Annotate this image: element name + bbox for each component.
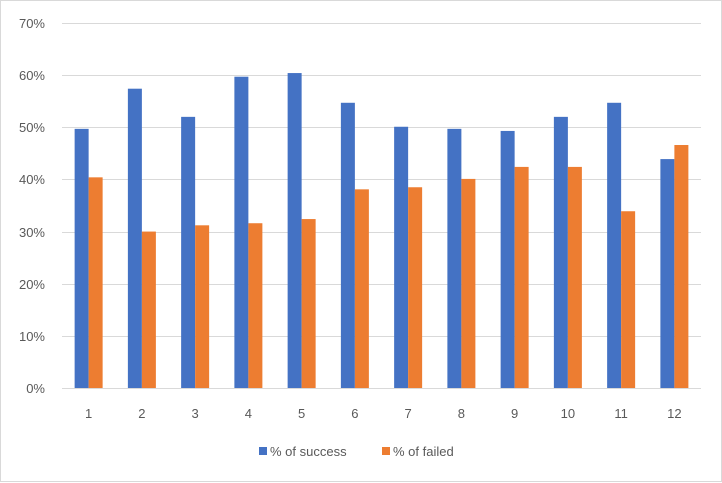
bar-failed-9 bbox=[514, 166, 529, 388]
bars bbox=[74, 73, 689, 389]
bar-success-3 bbox=[181, 116, 196, 389]
x-tick-label: 1 bbox=[85, 406, 92, 421]
legend-swatch-success bbox=[259, 447, 267, 455]
bar-failed-11 bbox=[621, 211, 636, 388]
bar-failed-1 bbox=[88, 177, 103, 388]
bar-failed-10 bbox=[567, 166, 582, 388]
gridlines bbox=[62, 23, 701, 337]
bar-success-1 bbox=[74, 128, 89, 388]
x-tick-label: 8 bbox=[458, 406, 465, 421]
legend-swatch-failed bbox=[382, 447, 390, 455]
y-axis-ticks: 0% 10% 20% 30% 40% 50% 60% 70% bbox=[19, 16, 45, 396]
x-tick-label: 12 bbox=[667, 406, 681, 421]
bar-success-12 bbox=[660, 159, 675, 388]
x-tick-label: 10 bbox=[561, 406, 575, 421]
y-tick-label: 70% bbox=[19, 16, 45, 31]
bar-failed-3 bbox=[195, 225, 210, 388]
x-tick-label: 7 bbox=[405, 406, 412, 421]
bar-success-7 bbox=[394, 126, 409, 388]
x-tick-label: 4 bbox=[245, 406, 252, 421]
bar-success-2 bbox=[127, 88, 142, 388]
bar-failed-4 bbox=[248, 223, 263, 388]
y-tick-label: 10% bbox=[19, 329, 45, 344]
bar-success-5 bbox=[287, 73, 302, 388]
bar-failed-12 bbox=[674, 145, 689, 388]
bar-success-4 bbox=[234, 76, 249, 389]
x-tick-label: 9 bbox=[511, 406, 518, 421]
bar-failed-5 bbox=[301, 219, 316, 388]
x-tick-label: 11 bbox=[614, 406, 628, 421]
bar-failed-8 bbox=[461, 178, 476, 388]
bar-success-11 bbox=[607, 102, 622, 388]
x-tick-label: 5 bbox=[298, 406, 305, 421]
y-tick-label: 40% bbox=[19, 172, 45, 187]
bar-success-6 bbox=[340, 102, 355, 388]
y-tick-label: 30% bbox=[19, 225, 45, 240]
y-tick-label: 0% bbox=[26, 381, 45, 396]
x-tick-label: 2 bbox=[138, 406, 145, 421]
y-tick-label: 60% bbox=[19, 68, 45, 83]
y-tick-label: 20% bbox=[19, 277, 45, 292]
bar-failed-6 bbox=[354, 189, 369, 388]
legend: % of success % of failed bbox=[259, 444, 454, 459]
bar-failed-2 bbox=[141, 231, 156, 388]
bar-failed-7 bbox=[408, 187, 423, 388]
x-axis-ticks: 1 2 3 4 5 6 7 8 9 10 11 12 bbox=[85, 406, 682, 421]
y-tick-label: 50% bbox=[19, 120, 45, 135]
bar-success-9 bbox=[500, 130, 515, 388]
legend-label-success: % of success bbox=[270, 444, 347, 459]
x-tick-label: 6 bbox=[351, 406, 358, 421]
bar-success-8 bbox=[447, 128, 462, 388]
bar-success-10 bbox=[553, 116, 568, 389]
x-tick-label: 3 bbox=[192, 406, 199, 421]
legend-label-failed: % of failed bbox=[393, 444, 454, 459]
